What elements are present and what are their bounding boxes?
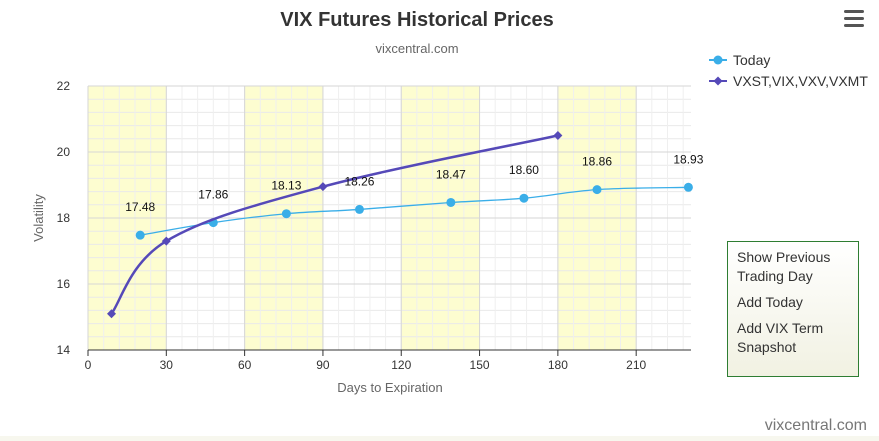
x-tick-label: 90 <box>316 358 330 372</box>
data-label: 18.13 <box>271 179 301 193</box>
x-tick-label: 210 <box>626 358 646 372</box>
legend-symbol-marker <box>713 76 723 86</box>
data-point <box>106 309 116 319</box>
data-point <box>446 197 456 207</box>
menu-item-show-previous-trading-day[interactable]: Show Previous Trading Day <box>737 249 831 284</box>
export-context-menu: Show Previous Trading Day Add Today Add … <box>727 241 859 377</box>
bottom-strip <box>0 436 879 441</box>
data-label: 18.60 <box>509 163 539 177</box>
data-labels-layer: 17.48 17.86 18.13 18.26 18.47 18.60 18.86 18.93 <box>125 152 704 214</box>
data-label: 17.48 <box>125 200 155 214</box>
series-layer <box>106 131 693 319</box>
chart-title: VIX Futures Historical Prices <box>280 9 553 31</box>
data-point <box>683 182 693 192</box>
x-axis-title: Days to Expiration <box>337 380 443 395</box>
x-tick-label: 150 <box>470 358 490 372</box>
y-tick-label: 18 <box>57 211 71 225</box>
data-point <box>354 204 364 214</box>
credit-link[interactable]: vixcentral.com <box>764 417 867 434</box>
data-point <box>592 185 602 195</box>
legend-label: VXST,VIX,VXV,VXMT <box>733 73 868 89</box>
axes: 0 30 60 90 120 150 180 210 14 16 18 20 22 <box>57 79 691 372</box>
data-point <box>519 193 529 203</box>
series-0 <box>135 182 693 240</box>
data-label: 18.93 <box>673 152 703 166</box>
data-point <box>553 131 563 140</box>
data-point <box>161 236 171 246</box>
x-tick-label: 0 <box>85 358 92 372</box>
legend-symbol-marker <box>713 55 723 65</box>
grid-lines <box>87 85 691 351</box>
data-label: 18.26 <box>344 174 374 188</box>
menu-item-add-today[interactable]: Add Today <box>737 294 803 310</box>
x-tick-label: 30 <box>160 358 174 372</box>
legend-item[interactable]: Today <box>709 52 770 68</box>
y-tick-label: 22 <box>57 79 71 93</box>
y-tick-label: 16 <box>57 277 71 291</box>
y-tick-label: 20 <box>57 145 71 159</box>
x-tick-label: 120 <box>391 358 411 372</box>
hamburger-menu-icon[interactable] <box>842 10 866 32</box>
menu-item-add-vix-term-snapshot[interactable]: Add VIX Term Snapshot <box>737 320 824 355</box>
legend-item[interactable]: VXST,VIX,VXV,VXMT <box>709 73 868 89</box>
data-label: 18.47 <box>436 167 466 181</box>
series-1 <box>106 131 563 319</box>
x-tick-label: 60 <box>238 358 252 372</box>
legend-label: Today <box>733 52 770 68</box>
data-point <box>318 182 328 192</box>
data-label: 18.86 <box>582 155 612 169</box>
y-axis-title: Volatility <box>31 194 46 242</box>
data-point <box>281 209 291 219</box>
y-tick-label: 14 <box>57 343 71 357</box>
data-label: 17.86 <box>198 188 228 202</box>
legend: Today VXST,VIX,VXV,VXMT <box>709 52 868 89</box>
data-point <box>135 230 145 240</box>
chart-subtitle: vixcentral.com <box>375 41 458 56</box>
series-line <box>110 134 559 315</box>
x-tick-label: 180 <box>548 358 568 372</box>
